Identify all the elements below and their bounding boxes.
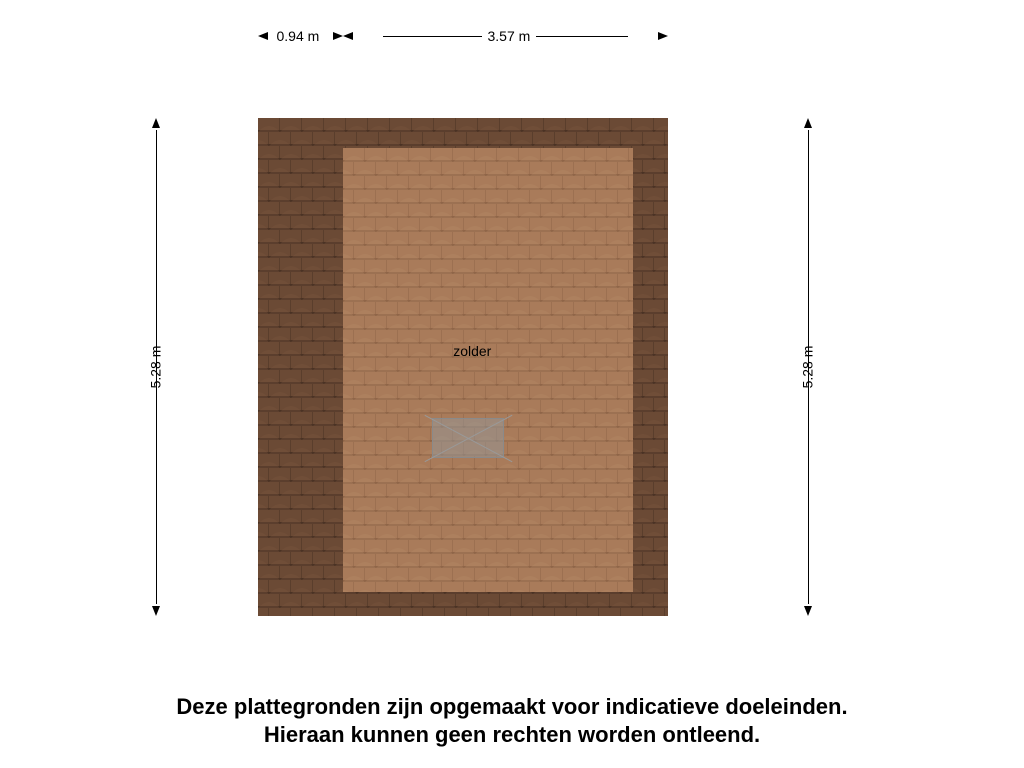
disclaimer-line1: Deze plattegronden zijn opgemaakt voor i…: [176, 694, 847, 719]
dimension-label-right: 5.28 m: [799, 346, 815, 389]
dimension-label-top-seg1: 0.94 m: [277, 28, 320, 44]
roof-tiles-light: [343, 148, 633, 592]
roof-inner: zolder: [343, 148, 633, 592]
room-label-zolder: zolder: [453, 343, 491, 359]
dimension-label-left: 5.28 m: [147, 346, 163, 389]
disclaimer-line2: Hieraan kunnen geen rechten worden ontle…: [264, 722, 760, 747]
disclaimer-text: Deze plattegronden zijn opgemaakt voor i…: [0, 693, 1024, 750]
skylight: [432, 418, 504, 458]
dimension-label-top-seg2: 3.57 m: [482, 28, 537, 44]
floorplan-diagram: zolder 0.94 m 3.57 m 5.28 m 5.28 m: [0, 0, 1024, 680]
